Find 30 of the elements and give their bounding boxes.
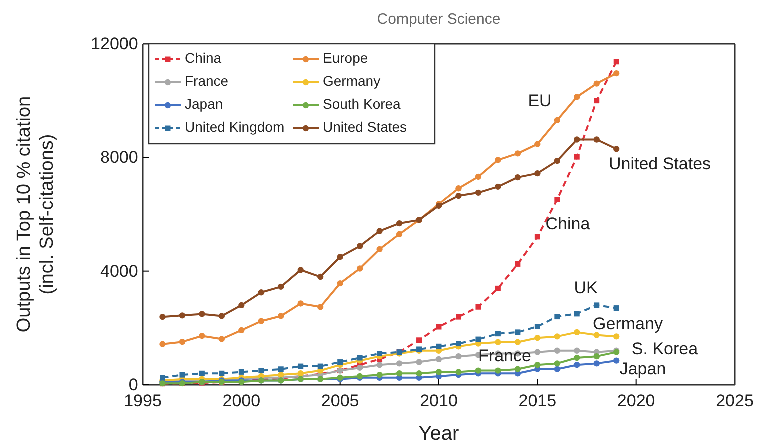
annotation: S. Korea	[632, 339, 699, 358]
legend-label: France	[185, 73, 229, 90]
chart-title: Computer Science	[377, 11, 501, 28]
annotation: France	[478, 346, 532, 366]
x-tick-label: 2015	[518, 392, 557, 411]
legend-label: United Kingdom	[185, 119, 285, 136]
legend-label: Japan	[185, 96, 224, 112]
x-tick-label: 2020	[617, 392, 656, 411]
annotation: Germany	[593, 314, 664, 334]
annotation: China	[546, 214, 591, 234]
x-tick-label: 2000	[222, 392, 261, 411]
legend-label: Europe	[323, 50, 368, 66]
legend-label: Germany	[323, 73, 381, 90]
x-tick-label: 2005	[321, 392, 360, 411]
annotation: Japan	[620, 359, 666, 378]
legend-label: China	[185, 50, 222, 66]
y-tick-label: 0	[128, 375, 138, 394]
x-tick-label: 2010	[420, 392, 458, 411]
y-tick-label: 4000	[100, 262, 138, 281]
annotation: United States	[608, 154, 712, 174]
legend-label: South Korea	[323, 96, 402, 112]
x-tick-label: 1995	[124, 392, 162, 411]
x-axis-title: Year	[418, 423, 460, 445]
y-tick-label: 8000	[100, 148, 138, 168]
x-tick-label: 2025	[716, 392, 754, 411]
y-axis-title: Outputs in Top 10 % citation (incl. Self-citations)	[14, 96, 58, 333]
annotation: UK	[574, 278, 598, 298]
legend-label: United States	[323, 119, 408, 136]
y-tick-label: 12000	[91, 34, 138, 54]
annotation: EU	[528, 91, 552, 110]
